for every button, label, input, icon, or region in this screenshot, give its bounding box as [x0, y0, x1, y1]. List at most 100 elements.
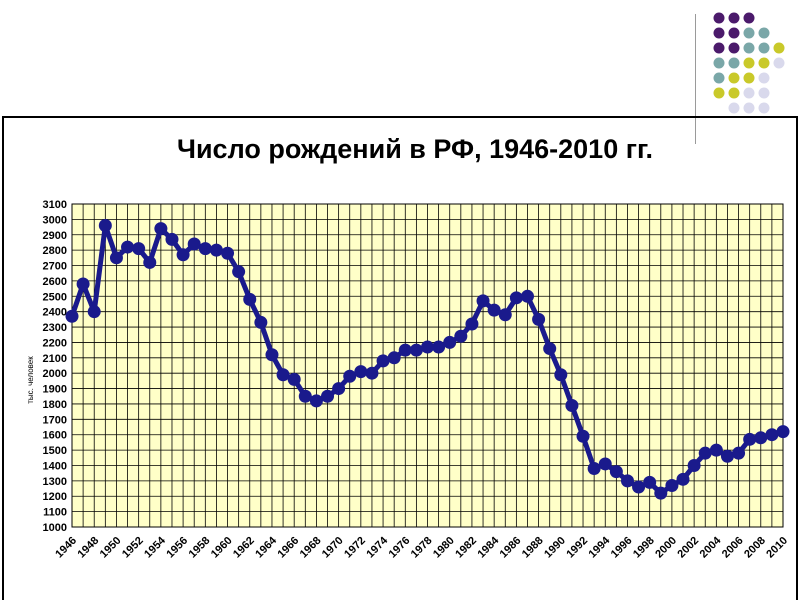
x-tick-label: 1958 — [187, 535, 213, 561]
y-tick-label: 1300 — [43, 476, 67, 488]
decoration-dot — [743, 27, 755, 39]
data-point — [554, 368, 568, 382]
y-tick-label: 3000 — [43, 214, 67, 226]
y-tick-label: 2800 — [43, 245, 67, 257]
data-point — [176, 248, 190, 262]
decoration-dot — [713, 72, 725, 84]
decoration-dot — [758, 27, 770, 39]
slide-divider-line — [695, 14, 696, 144]
data-point — [454, 329, 468, 343]
data-point — [743, 432, 757, 446]
x-tick-label: 1964 — [253, 534, 279, 560]
data-point — [265, 348, 279, 362]
data-point — [720, 449, 734, 463]
y-tick-label: 2500 — [43, 291, 67, 303]
x-tick-label: 2000 — [653, 535, 679, 561]
data-point — [243, 292, 257, 306]
y-tick-label: 1000 — [43, 522, 67, 534]
x-tick-label: 1984 — [475, 534, 501, 560]
data-point — [298, 389, 312, 403]
data-point — [598, 457, 612, 471]
x-tick-label: 1990 — [542, 535, 568, 561]
data-point — [354, 365, 368, 379]
data-point — [309, 394, 323, 408]
decoration-dot — [773, 42, 785, 54]
data-point — [620, 474, 634, 488]
decoration-dot — [758, 42, 770, 54]
data-point — [287, 372, 301, 386]
x-tick-label: 2004 — [698, 534, 724, 560]
data-point — [398, 343, 412, 357]
x-tick-label: 2002 — [675, 535, 701, 561]
y-tick-label: 1800 — [43, 399, 67, 411]
y-axis-label: тыс. человек — [26, 356, 35, 404]
data-point — [687, 458, 701, 472]
data-point — [165, 232, 179, 246]
x-tick-label: 1982 — [453, 535, 479, 561]
data-point — [76, 277, 90, 291]
data-point — [754, 431, 768, 445]
data-point — [87, 305, 101, 319]
data-point — [520, 289, 534, 303]
y-tick-label: 1900 — [43, 384, 67, 396]
data-point — [98, 219, 112, 233]
x-tick-label: 1960 — [209, 535, 235, 561]
x-tick-label: 2010 — [764, 535, 790, 561]
data-point — [254, 315, 268, 329]
decoration-dot — [758, 57, 770, 69]
x-tick-label: 1978 — [409, 535, 435, 561]
x-tick-label: 1992 — [564, 535, 590, 561]
chart-title: Число рождений в РФ, 1946-2010 гг. — [176, 134, 654, 164]
x-tick-label: 1950 — [98, 535, 124, 561]
x-tick-label: 1966 — [276, 535, 302, 561]
decoration-dot — [728, 27, 740, 39]
data-point — [443, 335, 457, 349]
data-point — [221, 246, 235, 260]
y-tick-label: 1700 — [43, 414, 67, 426]
data-point — [665, 478, 679, 492]
decoration-dot — [743, 72, 755, 84]
x-tick-label: 1962 — [231, 535, 257, 561]
decoration-dot — [743, 102, 755, 114]
decoration-dot — [713, 27, 725, 39]
x-tick-label: 1986 — [498, 535, 524, 561]
x-tick-label: 2008 — [742, 535, 768, 561]
slide-decoration-dots — [713, 12, 785, 114]
x-tick-label: 1946 — [53, 535, 79, 561]
data-point — [576, 429, 590, 443]
data-point — [121, 240, 135, 254]
data-point — [421, 340, 434, 354]
data-point — [532, 312, 546, 326]
data-point — [698, 446, 712, 460]
data-point — [709, 443, 723, 457]
x-tick-label: 1972 — [342, 535, 368, 561]
data-point — [632, 480, 646, 494]
decoration-dot — [758, 72, 770, 84]
data-point — [498, 308, 512, 322]
decoration-dot — [758, 102, 770, 114]
data-point — [276, 368, 290, 382]
data-point — [476, 294, 490, 308]
x-tick-label: 1976 — [387, 535, 413, 561]
data-point — [187, 237, 201, 251]
decoration-dot — [728, 42, 740, 54]
data-point — [409, 343, 423, 357]
y-tick-label: 2600 — [43, 276, 67, 288]
data-point — [198, 242, 212, 256]
data-point — [132, 242, 146, 256]
chart-frame — [2, 116, 798, 600]
x-tick-label: 1974 — [364, 534, 390, 560]
decoration-dot — [743, 57, 755, 69]
y-tick-label: 2200 — [43, 337, 67, 349]
data-point — [387, 351, 401, 365]
y-tick-label: 2700 — [43, 261, 67, 273]
data-point — [321, 389, 335, 403]
data-point — [776, 425, 790, 439]
y-tick-label: 1600 — [43, 430, 67, 442]
data-point — [509, 291, 523, 305]
data-point — [565, 398, 579, 412]
x-tick-label: 2006 — [720, 535, 746, 561]
decoration-dot — [743, 87, 755, 99]
data-point — [543, 342, 557, 356]
